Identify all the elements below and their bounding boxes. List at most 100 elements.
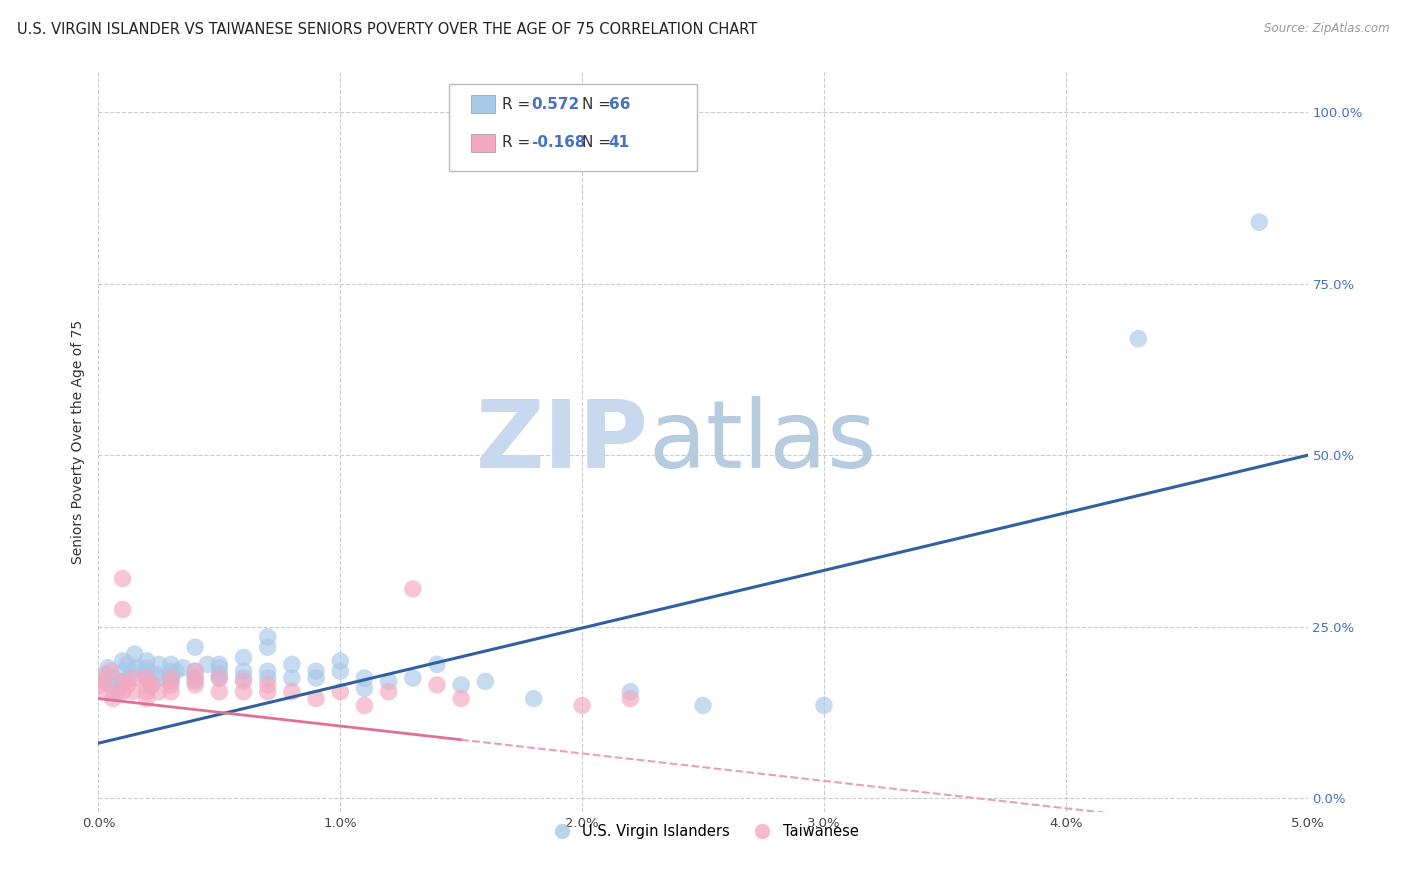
Point: [232, 664, 254, 678]
Point: [165, 664, 187, 678]
Point: [184, 640, 207, 655]
Point: [160, 671, 183, 685]
Point: [208, 671, 231, 685]
Point: [377, 685, 399, 699]
Point: [141, 678, 163, 692]
Point: [148, 685, 170, 699]
Text: atlas: atlas: [648, 395, 877, 488]
Point: [111, 685, 134, 699]
Point: [141, 678, 163, 692]
Point: [450, 678, 472, 692]
Point: [160, 657, 183, 672]
Point: [117, 657, 139, 672]
Point: [208, 667, 231, 681]
Point: [305, 664, 328, 678]
Point: [97, 661, 120, 675]
Point: [135, 664, 157, 678]
Text: R =: R =: [502, 96, 530, 112]
Point: [150, 671, 173, 685]
Point: [160, 667, 183, 681]
Text: ZIP: ZIP: [475, 395, 648, 488]
Legend: U.S. Virgin Islanders, Taiwanese: U.S. Virgin Islanders, Taiwanese: [541, 819, 865, 845]
Text: -0.168: -0.168: [531, 135, 586, 150]
Point: [353, 698, 375, 713]
Point: [329, 664, 352, 678]
Point: [426, 657, 449, 672]
Point: [1249, 215, 1271, 229]
Point: [94, 685, 117, 699]
Point: [117, 678, 139, 692]
Point: [91, 674, 114, 689]
Point: [135, 691, 157, 706]
Point: [118, 671, 141, 685]
Point: [232, 685, 254, 699]
Point: [121, 685, 143, 699]
Point: [232, 650, 254, 665]
Point: [135, 661, 157, 675]
Point: [90, 678, 112, 692]
Point: [353, 681, 375, 696]
Point: [305, 671, 328, 685]
Point: [208, 661, 231, 675]
Point: [571, 698, 593, 713]
Point: [256, 640, 278, 655]
Text: Source: ZipAtlas.com: Source: ZipAtlas.com: [1264, 22, 1389, 36]
Y-axis label: Seniors Poverty Over the Age of 75: Seniors Poverty Over the Age of 75: [72, 319, 86, 564]
Point: [402, 671, 425, 685]
Point: [160, 678, 183, 692]
Point: [184, 671, 207, 685]
Point: [523, 691, 546, 706]
Point: [172, 661, 194, 675]
Text: N =: N =: [582, 96, 612, 112]
Point: [305, 691, 328, 706]
Point: [124, 647, 146, 661]
Point: [160, 674, 183, 689]
Point: [281, 657, 304, 672]
Point: [135, 654, 157, 668]
Point: [111, 654, 134, 668]
Point: [135, 685, 157, 699]
Text: 41: 41: [609, 135, 630, 150]
Point: [160, 671, 183, 685]
Point: [160, 664, 183, 678]
Point: [402, 582, 425, 596]
Point: [111, 602, 134, 616]
Point: [619, 685, 641, 699]
Point: [474, 674, 496, 689]
FancyBboxPatch shape: [471, 135, 495, 152]
Point: [94, 667, 117, 681]
Point: [135, 678, 157, 692]
Text: N =: N =: [582, 135, 612, 150]
Point: [91, 671, 114, 685]
Point: [256, 630, 278, 644]
Point: [100, 664, 122, 678]
Point: [111, 674, 134, 689]
Text: R =: R =: [502, 135, 530, 150]
Text: 66: 66: [609, 96, 630, 112]
Text: U.S. VIRGIN ISLANDER VS TAIWANESE SENIORS POVERTY OVER THE AGE OF 75 CORRELATION: U.S. VIRGIN ISLANDER VS TAIWANESE SENIOR…: [17, 22, 756, 37]
FancyBboxPatch shape: [449, 84, 697, 171]
Point: [353, 671, 375, 685]
Point: [148, 657, 170, 672]
Point: [111, 674, 134, 689]
Point: [619, 691, 641, 706]
Point: [813, 698, 835, 713]
Point: [195, 657, 218, 672]
Point: [256, 664, 278, 678]
Point: [208, 685, 231, 699]
Point: [256, 671, 278, 685]
Point: [329, 685, 352, 699]
Point: [121, 664, 143, 678]
FancyBboxPatch shape: [471, 95, 495, 112]
Point: [124, 671, 146, 685]
Point: [426, 678, 449, 692]
Point: [1128, 332, 1150, 346]
Point: [104, 681, 127, 696]
Point: [232, 674, 254, 689]
Point: [377, 674, 399, 689]
Point: [184, 664, 207, 678]
Point: [184, 674, 207, 689]
Point: [692, 698, 714, 713]
Point: [160, 685, 183, 699]
Point: [208, 671, 231, 685]
